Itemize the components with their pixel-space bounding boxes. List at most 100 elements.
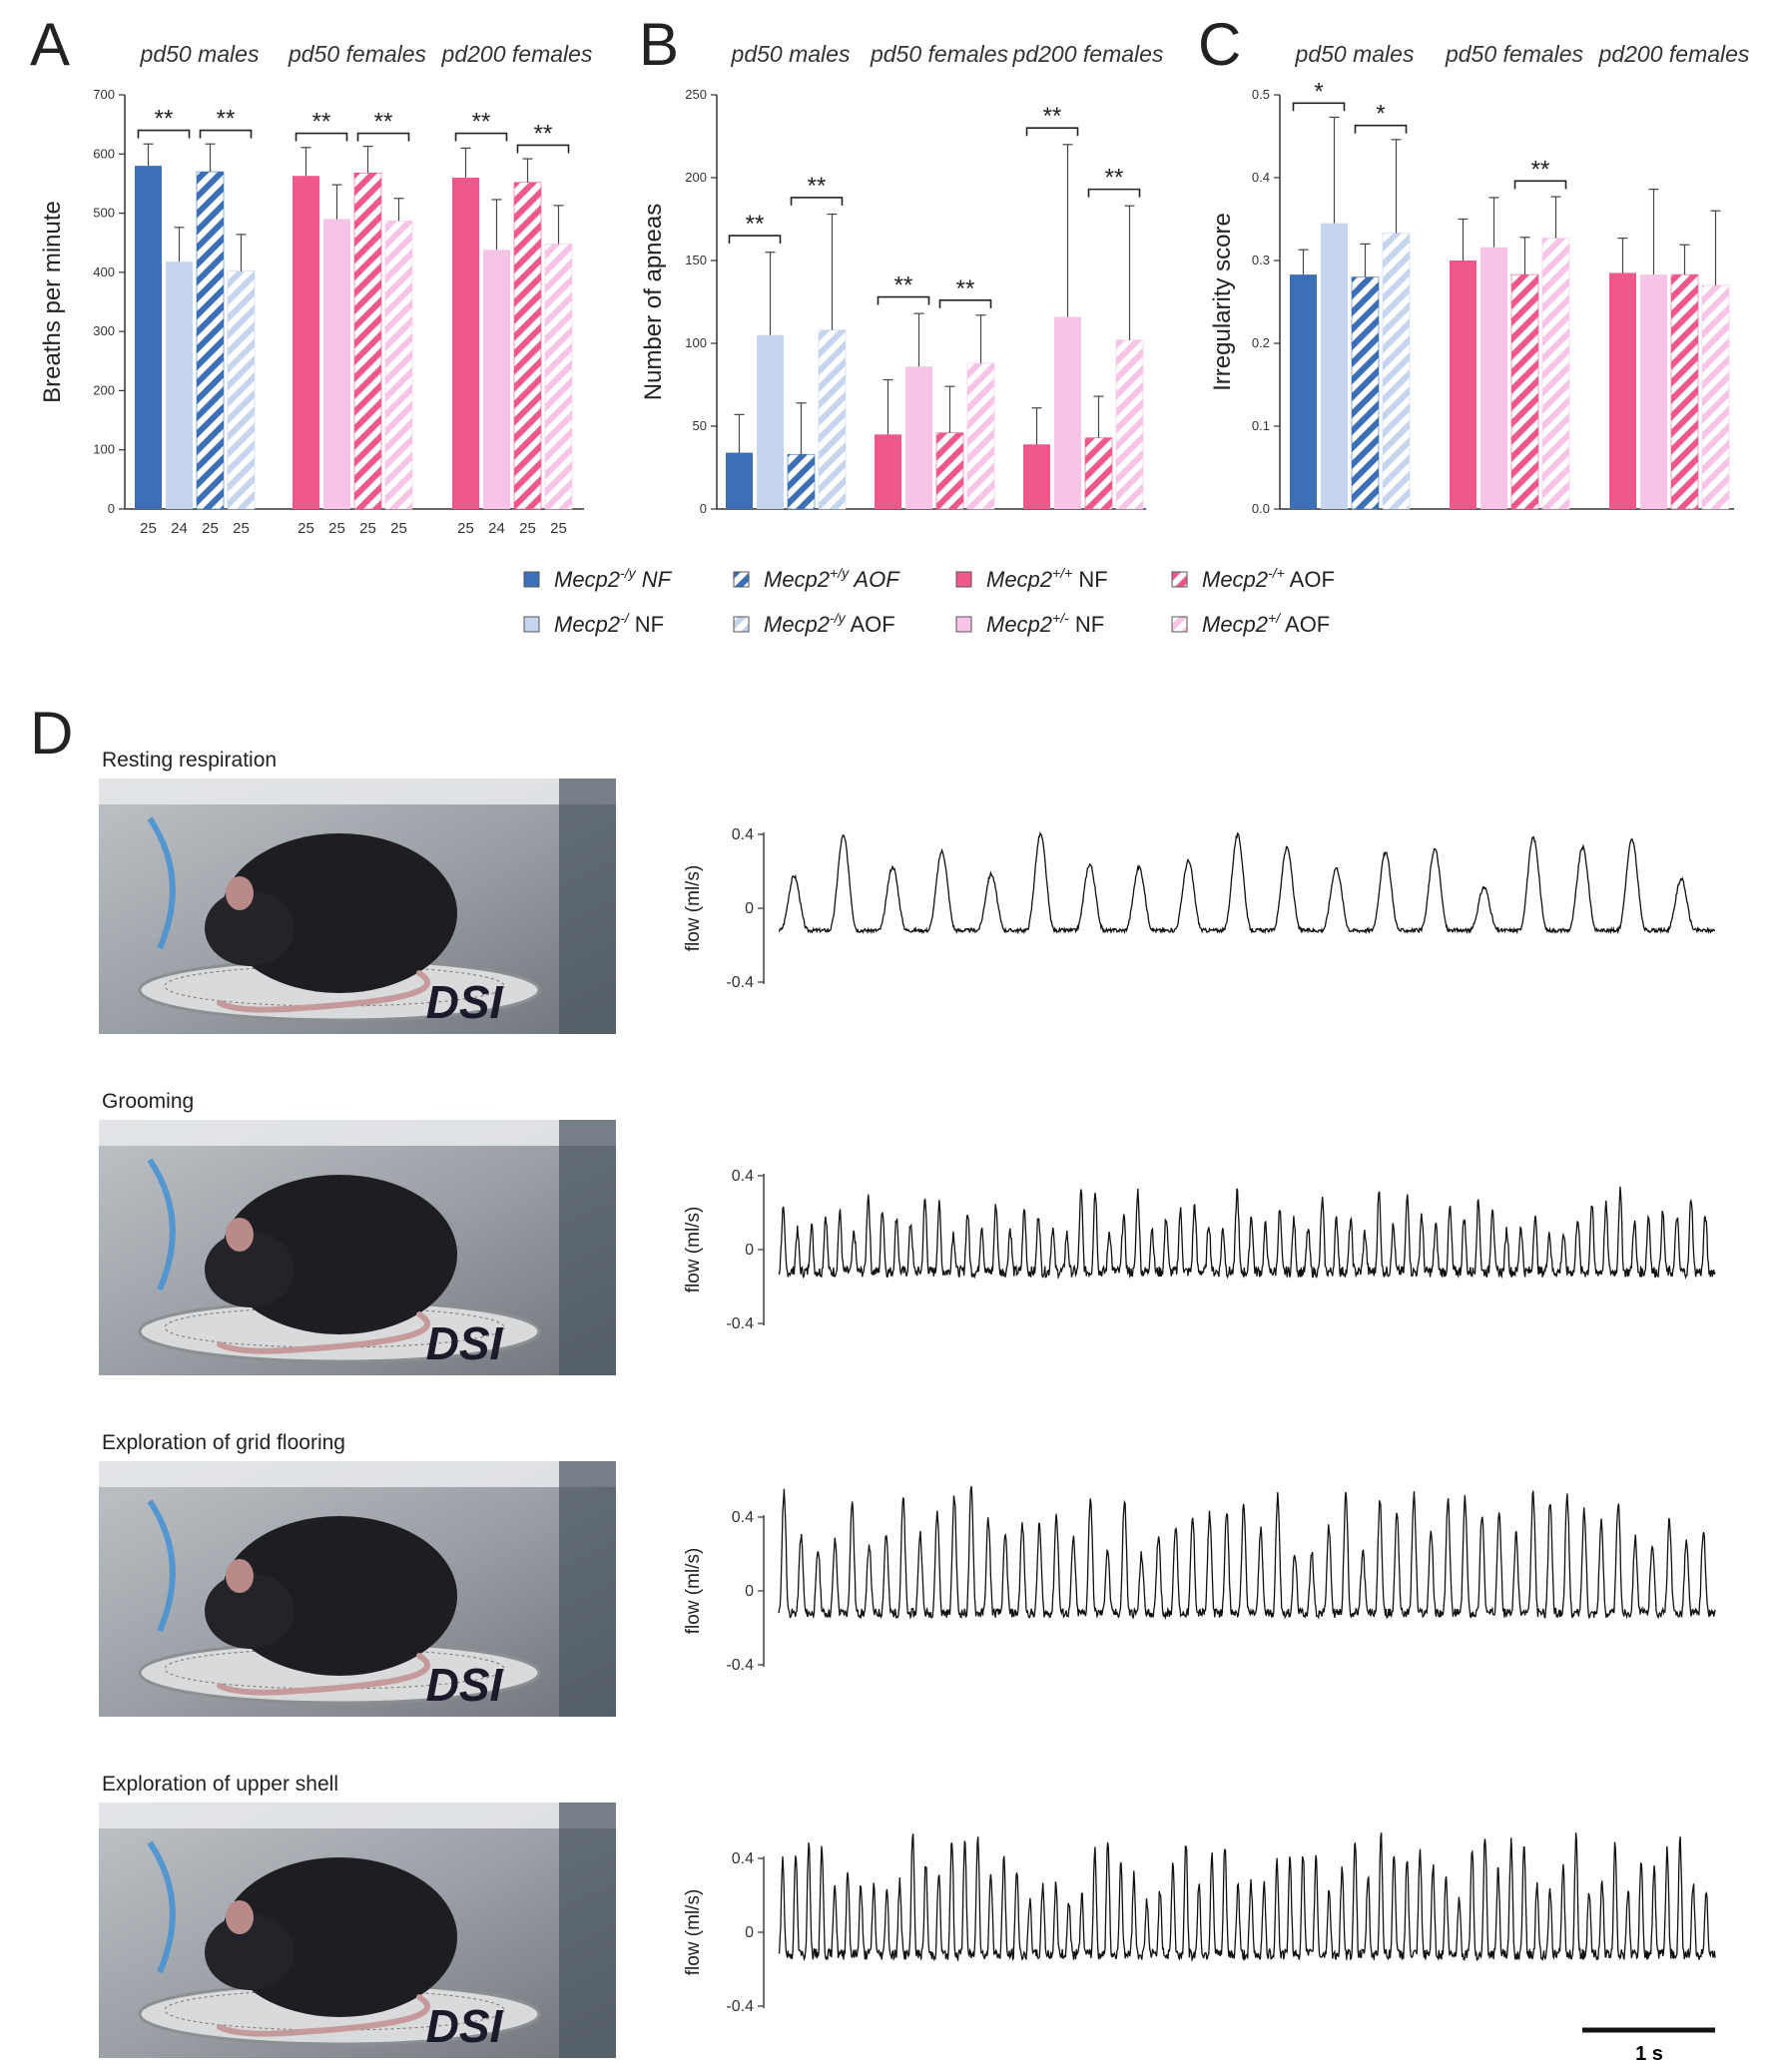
trace-y-tick-label: 0: [745, 1583, 754, 1600]
n-label: 24: [171, 520, 188, 537]
mouse-photo: DSI: [99, 1461, 616, 1717]
bar: [1510, 273, 1539, 510]
bar: [1450, 260, 1476, 509]
significance-bracket: [199, 129, 253, 139]
significance-label: **: [746, 211, 765, 238]
chamber-wall: [559, 1120, 616, 1375]
significance-bracket: [1513, 180, 1567, 190]
bar: [935, 432, 964, 510]
trace-y-tick-label: -0.4: [726, 1998, 754, 2015]
trace-title: Resting respiration: [102, 749, 277, 772]
significance-label: **: [1105, 165, 1124, 192]
significance-label: **: [534, 120, 553, 147]
significance-label: *: [1376, 101, 1385, 128]
significance-label: **: [1531, 156, 1550, 183]
dsi-logo: DSI: [426, 1659, 504, 1711]
legend-swatch: [1171, 616, 1188, 633]
y-tick-label: 700: [93, 87, 115, 102]
dsi-logo: DSI: [426, 976, 504, 1028]
trace-y-label: flow (ml/s): [683, 1889, 704, 1976]
mouse-head-icon: [205, 1573, 295, 1649]
bar: [726, 452, 753, 509]
flow-trace-line: [778, 830, 1716, 935]
legend-swatch: [733, 571, 750, 588]
significance-bracket: [137, 129, 191, 139]
significance-bracket: [1354, 124, 1408, 134]
group-title: pd200 females: [1598, 41, 1750, 67]
tube-icon: [147, 1158, 176, 1292]
mouse-head-icon: [205, 890, 295, 966]
y-tick-label: 200: [93, 382, 115, 397]
bar: [1640, 274, 1667, 509]
mouse-head-icon: [205, 1232, 295, 1307]
grid-floor: [164, 1648, 505, 1690]
flow-trace-line: [778, 1832, 1716, 1962]
bar: [1084, 437, 1113, 510]
significance-label: **: [808, 173, 827, 200]
significance-label: **: [1043, 103, 1062, 130]
legend-swatch: [523, 571, 540, 588]
trace-y-tick-label: -0.4: [726, 974, 754, 991]
panel-letter-b: B: [639, 11, 679, 78]
bar: [196, 171, 225, 510]
tube-icon: [147, 816, 176, 950]
significance-bracket: [728, 235, 782, 245]
significance-label: **: [155, 106, 174, 133]
bar: [483, 250, 510, 510]
panel-letter-c: C: [1198, 11, 1241, 78]
n-label: 25: [233, 520, 250, 537]
group-title: pd50 males: [140, 41, 260, 67]
grid-floor: [164, 965, 505, 1007]
chart-irregularity-score: pd50 males pd50 females pd200 females 0.0 0.…: [1209, 41, 1750, 516]
y-tick-label: 0.0: [1252, 501, 1270, 516]
mouse-photo: DSI: [99, 1120, 616, 1375]
trace-title: Exploration of upper shell: [102, 1773, 338, 1796]
chamber-lid: [99, 1120, 616, 1146]
n-label: 25: [550, 520, 567, 537]
significance-label: *: [1314, 78, 1323, 105]
significance-bracket: [1025, 127, 1079, 137]
legend-swatch: [733, 616, 750, 633]
group-title: pd50 males: [1295, 41, 1415, 67]
significance-label: **: [894, 272, 913, 299]
trace-y-tick-label: 0: [745, 900, 754, 917]
chamber-wall: [559, 1803, 616, 2058]
chart-number-of-apneas: pd50 males pd50 females pd200 females 0 50 10…: [640, 41, 1164, 516]
trace-y-label: flow (ml/s): [683, 1207, 704, 1294]
significance-label: **: [312, 109, 331, 136]
n-label: 25: [359, 520, 376, 537]
group-title: pd50 females: [288, 41, 427, 67]
bar: [1321, 223, 1348, 509]
grid-floor: [164, 1989, 505, 2031]
trace-y-tick-label: 0.4: [732, 1509, 754, 1526]
y-tick-label: 0: [108, 501, 115, 516]
legend-label: Mecp2-/+ AOF: [1202, 565, 1335, 592]
n-label: 24: [488, 520, 505, 537]
y-tick-label: 600: [93, 146, 115, 161]
legend-swatch: [523, 616, 540, 633]
y-axis-label: Irregularity score: [1209, 213, 1236, 391]
trace-title: Grooming: [102, 1090, 194, 1113]
significance-bracket: [790, 197, 844, 206]
chamber-lid: [99, 1803, 616, 1828]
n-label: 25: [519, 520, 536, 537]
y-tick-label: 0.5: [1252, 87, 1270, 102]
significance-label: **: [374, 109, 393, 136]
legend-label: Mecp2+/+ NF: [986, 565, 1108, 592]
bar: [166, 261, 193, 509]
group-title: pd200 females: [441, 41, 593, 67]
n-label: 25: [297, 520, 314, 537]
y-tick-label: 0.3: [1252, 253, 1270, 267]
trace-y-tick-label: 0: [745, 1242, 754, 1259]
significance-bracket: [295, 132, 348, 142]
mouse-ear-icon: [226, 1900, 254, 1934]
y-tick-label: 500: [93, 206, 115, 221]
n-label: 25: [457, 520, 474, 537]
significance-bracket: [1087, 188, 1141, 198]
bar: [1023, 444, 1050, 509]
mouse-tail-icon: [217, 1311, 430, 1354]
mouse-tail-icon: [217, 970, 430, 1013]
chamber-lid: [99, 1461, 616, 1487]
y-tick-label: 400: [93, 264, 115, 279]
panel-letter-a: A: [30, 11, 70, 78]
